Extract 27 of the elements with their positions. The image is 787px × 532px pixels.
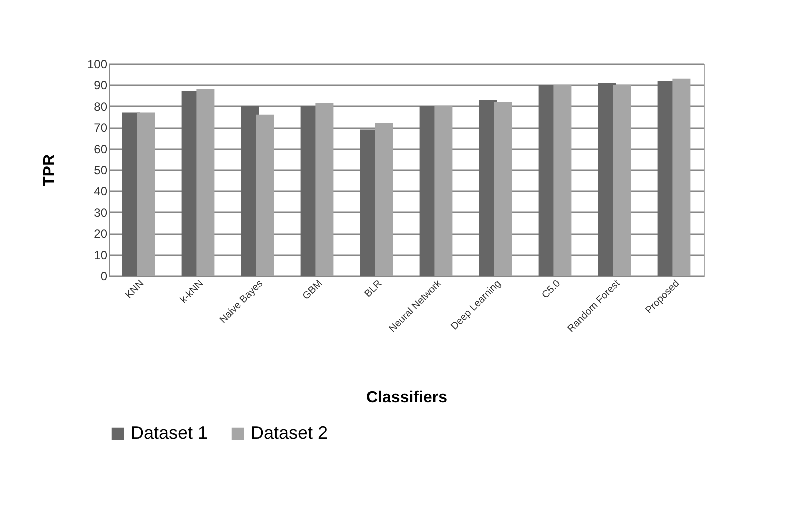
y-tick-label: 50	[94, 164, 108, 178]
y-tick-label: 10	[94, 248, 108, 262]
x-tick-label: BLR	[362, 278, 385, 300]
y-tick-label: 0	[100, 270, 108, 284]
y-tick-label: 40	[94, 184, 108, 199]
bar	[196, 89, 215, 276]
x-tick-label: C5.0	[540, 278, 564, 302]
bar	[494, 102, 512, 276]
legend-label: Dataset 2	[251, 423, 328, 443]
bar	[613, 85, 632, 276]
legend-label: Dataset 1	[131, 423, 208, 443]
bar	[375, 123, 394, 276]
bar	[434, 106, 453, 276]
y-tick-label: 80	[94, 100, 108, 114]
y-tick-label: 20	[94, 227, 108, 242]
y-tick-label: 90	[94, 78, 108, 93]
y-tick-label: 60	[94, 142, 108, 156]
y-tick-label: 30	[94, 206, 108, 220]
x-axis-title: Classifiers	[366, 389, 448, 406]
bar	[137, 112, 156, 276]
bar	[672, 78, 691, 276]
y-tick-label: 100	[87, 58, 108, 72]
bar	[554, 85, 572, 276]
bar	[256, 114, 274, 276]
y-axis-title: TPR	[41, 154, 58, 186]
bar	[316, 103, 334, 276]
y-tick-label: 70	[94, 121, 108, 136]
